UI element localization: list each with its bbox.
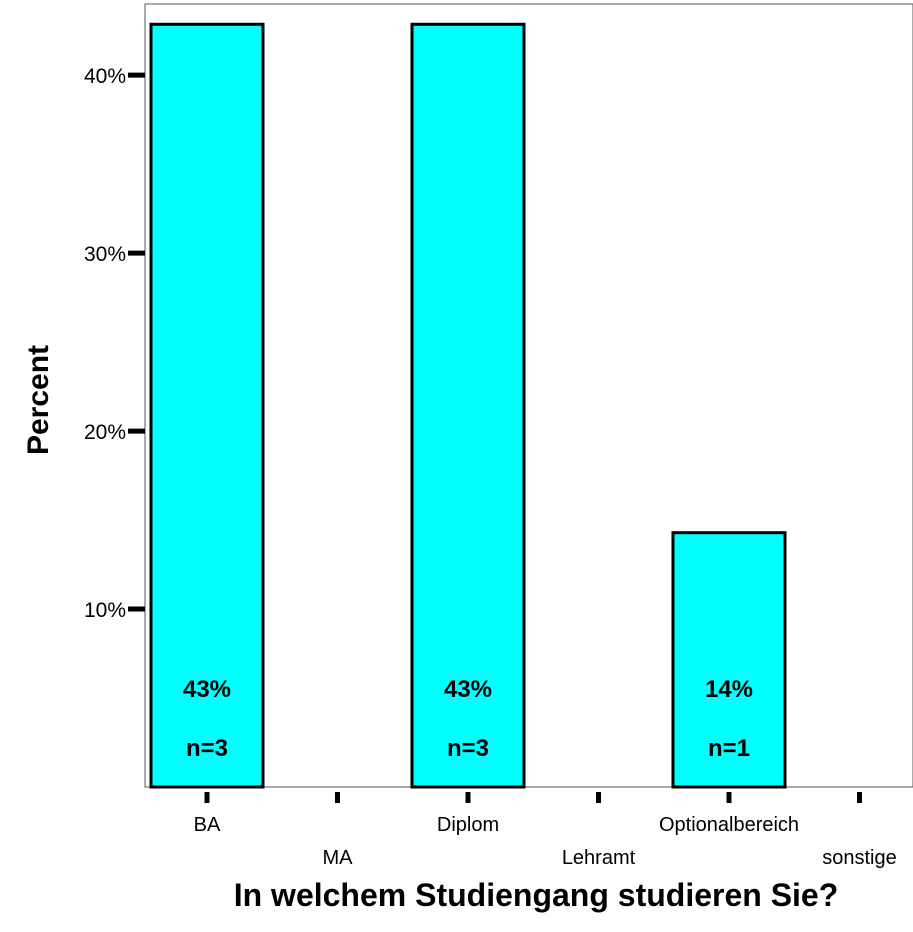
x-tick-label: Lehramt <box>562 847 636 869</box>
x-tick-label: BA <box>194 814 221 836</box>
x-tick-label: MA <box>323 847 354 869</box>
bar-optionalbereich <box>671 531 787 789</box>
x-tick-label: sonstige <box>822 847 897 869</box>
plot-frame <box>144 3 913 788</box>
bar-count-label: n=3 <box>186 735 228 762</box>
x-tick-label: Diplom <box>437 814 499 836</box>
bar-percent-label: 14% <box>705 676 753 703</box>
y-tick-label: 40% <box>84 65 126 88</box>
bar-ba <box>149 22 265 789</box>
y-tick-label: 10% <box>84 599 126 622</box>
bar-count-label: n=3 <box>447 735 489 762</box>
y-tick-label: 20% <box>84 421 126 444</box>
bar-count-label: n=1 <box>708 735 750 762</box>
bar-diplom <box>410 22 526 789</box>
x-tick-label: Optionalbereich <box>659 814 799 836</box>
y-tick-label: 30% <box>84 243 126 266</box>
bar-percent-label: 43% <box>183 676 231 703</box>
bar-percent-label: 43% <box>444 676 492 703</box>
x-axis-title: In welchem Studiengang studieren Sie? <box>234 877 839 913</box>
y-axis-title: Percent <box>22 345 55 455</box>
